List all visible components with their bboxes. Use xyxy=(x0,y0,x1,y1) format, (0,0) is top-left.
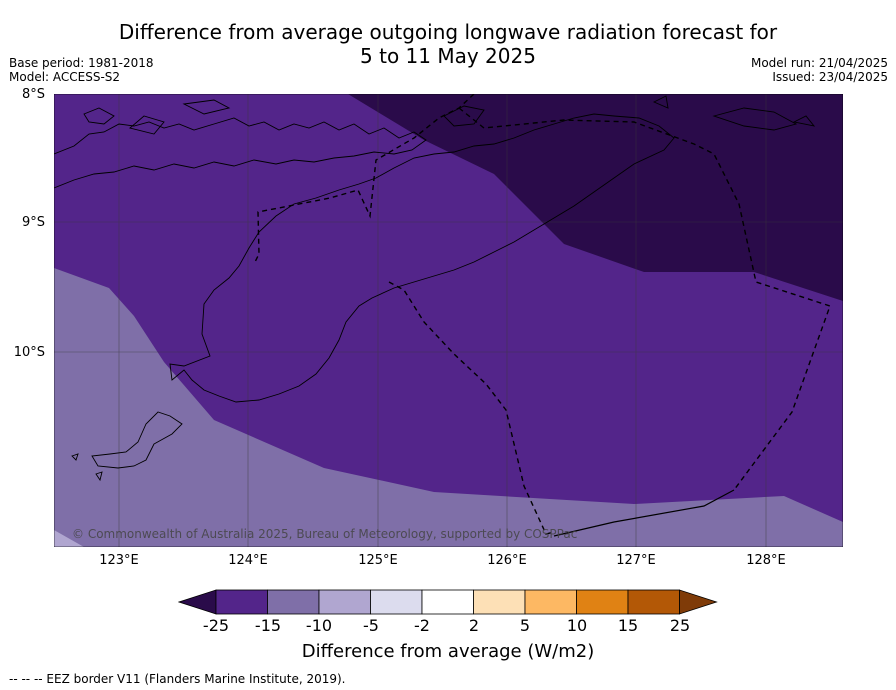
colorbar-cell xyxy=(370,589,423,615)
lon-label-127e: 127°E xyxy=(616,553,656,568)
lat-label-10s: 10°S xyxy=(13,345,45,360)
lon-label-128e: 128°E xyxy=(746,553,786,568)
colorbar-tick: 10 xyxy=(566,616,588,635)
lon-label-125e: 125°E xyxy=(358,553,398,568)
model-run: Model run: 21/04/2025 xyxy=(750,56,888,70)
colorbar-cell xyxy=(421,589,474,615)
eez-border xyxy=(253,94,831,535)
lon-label-126e: 126°E xyxy=(487,553,527,568)
colorbar-label: Difference from average (W/m2) xyxy=(301,641,595,662)
lon-label-123e: 123°E xyxy=(99,553,139,568)
model-name: Model: ACCESS-S2 xyxy=(9,70,121,84)
colorbar-tick: 15 xyxy=(617,616,639,635)
colorbar-cell xyxy=(267,589,320,615)
colorbar-tick: 2 xyxy=(468,616,480,635)
colorbar-cell xyxy=(576,589,629,615)
issued-date: Issued: 23/04/2025 xyxy=(772,70,888,84)
anomaly-region-10-to-15 xyxy=(54,268,843,547)
copyright-text: © Commonwealth of Australia 2025, Bureau… xyxy=(72,527,577,541)
colorbar-tick: -2 xyxy=(414,616,430,635)
anomaly-region-5-to-10 xyxy=(54,530,84,547)
title-line-1: Difference from average outgoing longwav… xyxy=(118,20,778,44)
meta-left: Base period: 1981-2018 Model: ACCESS-S2 xyxy=(9,56,154,84)
coastlines xyxy=(54,95,816,482)
colorbar-tick: -25 xyxy=(202,616,230,635)
colorbar-cell xyxy=(215,589,268,615)
colorbar-cell xyxy=(524,589,577,615)
colorbar-cell xyxy=(627,589,680,615)
eez-footnote: -- -- -- EEZ border V11 (Flanders Marine… xyxy=(9,672,346,686)
colorbar-tick: -15 xyxy=(254,616,282,635)
title-line-2: 5 to 11 May 2025 xyxy=(360,44,536,68)
lon-label-124e: 124°E xyxy=(228,553,268,568)
anomaly-region-below-25 xyxy=(348,94,843,301)
colorbar-cell xyxy=(318,589,371,615)
colorbar-extend-low xyxy=(178,589,217,615)
graticule xyxy=(54,94,843,547)
map-panel: © Commonwealth of Australia 2025, Bureau… xyxy=(54,94,843,547)
base-period: Base period: 1981-2018 xyxy=(9,56,154,70)
colorbar-cell xyxy=(473,589,526,615)
lat-label-9s: 9°S xyxy=(21,215,45,230)
colorbar-extend-high xyxy=(679,589,718,615)
meta-right: Model run: 21/04/2025 Issued: 23/04/2025 xyxy=(751,56,888,84)
colorbar-tick: 5 xyxy=(519,616,531,635)
lat-label-8s: 8°S xyxy=(21,87,45,102)
land-border-segment xyxy=(553,489,735,537)
colorbar-tick: -10 xyxy=(305,616,333,635)
colorbar xyxy=(178,589,718,615)
colorbar-tick: -5 xyxy=(363,616,379,635)
colorbar-tick: 25 xyxy=(669,616,691,635)
chart-title: Difference from average outgoing longwav… xyxy=(0,20,896,68)
